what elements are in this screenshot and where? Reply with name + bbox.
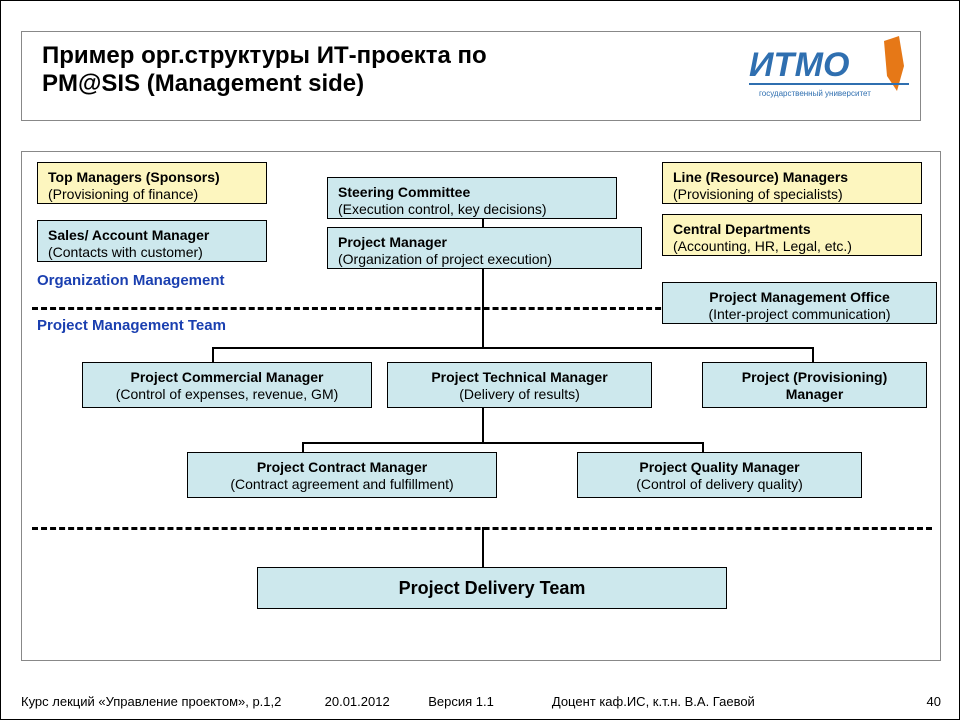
- node-title: Project Quality Manager: [588, 459, 851, 476]
- node-title: Top Managers (Sponsors): [48, 169, 256, 186]
- node-desc: (Provisioning of specialists): [673, 186, 911, 203]
- org-chart-canvas: Organization Management Project Managemen…: [21, 151, 941, 661]
- node-desc: (Execution control, key decisions): [338, 201, 606, 218]
- node-desc: (Inter-project communication): [673, 306, 926, 323]
- footer-version: Версия 1.1: [428, 694, 548, 709]
- footer-author: Доцент каф.ИС, к.т.н. В.А. Гаевой: [552, 694, 852, 709]
- node-contract-manager: Project Contract Manager(Contract agreem…: [187, 452, 497, 498]
- title-line-1: Пример орг.структуры ИТ-проекта по: [42, 42, 487, 69]
- section-label-1: Project Management Team: [37, 317, 226, 334]
- title-line-2: PM@SIS (Management side): [42, 70, 364, 97]
- footer: Курс лекций «Управление проектом», p.1,2…: [21, 694, 941, 709]
- itmo-logo: ИТМО государственный университет: [749, 36, 919, 106]
- node-title: Sales/ Account Manager: [48, 227, 256, 244]
- connector-5: [482, 407, 484, 442]
- connector-3: [212, 347, 214, 362]
- node-desc: (Control of delivery quality): [588, 476, 851, 493]
- node-title: Central Departments: [673, 221, 911, 238]
- node-title: Project Technical Manager: [398, 369, 641, 386]
- connector-2: [212, 347, 812, 349]
- connector-9: [482, 527, 484, 567]
- node-top-managers: Top Managers (Sponsors)(Provisioning of …: [37, 162, 267, 204]
- node-desc: (Contract agreement and fulfillment): [198, 476, 486, 493]
- node-delivery-team: Project Delivery Team: [257, 567, 727, 609]
- node-technical-manager: Project Technical Manager(Delivery of re…: [387, 362, 652, 408]
- slide: Пример орг.структуры ИТ-проекта по PM@SI…: [0, 0, 960, 720]
- node-desc: (Accounting, HR, Legal, etc.): [673, 238, 911, 255]
- node-title: Line (Resource) Managers: [673, 169, 911, 186]
- section-label-0: Organization Management: [37, 272, 225, 289]
- node-quality-manager: Project Quality Manager(Control of deliv…: [577, 452, 862, 498]
- node-title: Project (Provisioning) Manager: [713, 369, 916, 403]
- node-title: Project Delivery Team: [268, 578, 716, 600]
- node-title: Project Management Office: [673, 289, 926, 306]
- node-line-managers: Line (Resource) Managers(Provisioning of…: [662, 162, 922, 204]
- node-title: Steering Committee: [338, 184, 606, 201]
- node-project-manager: Project Manager(Organization of project …: [327, 227, 642, 269]
- footer-page: 40: [927, 694, 941, 709]
- node-central-departments: Central Departments(Accounting, HR, Lega…: [662, 214, 922, 256]
- node-steering-committee: Steering Committee(Execution control, ke…: [327, 177, 617, 219]
- footer-date: 20.01.2012: [325, 694, 425, 709]
- logo-flame-icon: [884, 36, 904, 91]
- node-desc: (Delivery of results): [398, 386, 641, 403]
- node-title: Project Commercial Manager: [93, 369, 361, 386]
- logo-text-svg: ИТМО: [749, 46, 849, 84]
- node-title: Project Manager: [338, 234, 631, 251]
- connector-1: [482, 267, 484, 347]
- node-sales-manager: Sales/ Account Manager(Contacts with cus…: [37, 220, 267, 262]
- node-provisioning-manager: Project (Provisioning) Manager: [702, 362, 927, 408]
- connector-4: [812, 347, 814, 362]
- node-title: Project Contract Manager: [198, 459, 486, 476]
- node-desc: (Contacts with customer): [48, 244, 256, 261]
- node-pmo: Project Management Office(Inter-project …: [662, 282, 937, 324]
- footer-course: Курс лекций «Управление проектом», p.1,2: [21, 694, 321, 709]
- node-desc: (Organization of project execution): [338, 251, 631, 268]
- logo-subtext-svg: государственный университет: [759, 89, 871, 98]
- node-commercial-manager: Project Commercial Manager(Control of ex…: [82, 362, 372, 408]
- connector-6: [302, 442, 702, 444]
- node-desc: (Provisioning of finance): [48, 186, 256, 203]
- node-desc: (Control of expenses, revenue, GM): [93, 386, 361, 403]
